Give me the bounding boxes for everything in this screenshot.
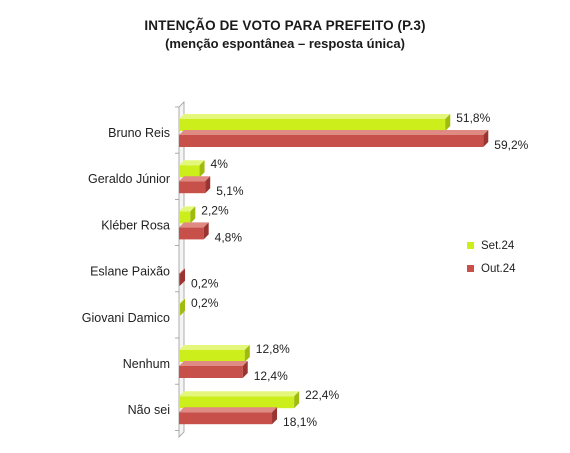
value-label-out-24-nao-sei: 18,1% bbox=[283, 415, 317, 429]
bar-set-24-kleber-rosa bbox=[179, 211, 191, 224]
bar-side-out-24-nenhum bbox=[242, 361, 248, 378]
bar-side-set-24-nao-sei bbox=[294, 391, 300, 409]
bar-top-out-24-geraldo-junior bbox=[179, 176, 211, 182]
bar-side-set-24-nenhum bbox=[244, 345, 250, 362]
legend-label-out-24: Out.24 bbox=[481, 263, 516, 275]
bar-out-24-bruno-reis bbox=[179, 135, 484, 147]
bar-set-24-bruno-reis bbox=[179, 119, 446, 131]
category-label-giovani-damico: Giovani Damico bbox=[82, 311, 170, 325]
bar-out-24-geraldo-junior bbox=[179, 181, 206, 194]
value-label-set-24-kleber-rosa: 2,2% bbox=[201, 203, 229, 217]
value-label-out-24-bruno-reis: 59,2% bbox=[494, 138, 528, 152]
bar-set-24-nao-sei bbox=[179, 396, 295, 409]
value-label-out-24-eslane-paixao: 0,2% bbox=[191, 277, 219, 291]
bar-out-24-eslane-paixao bbox=[179, 273, 181, 286]
chart-subtitle: (menção espontânea – resposta única) bbox=[165, 36, 405, 51]
value-label-out-24-geraldo-junior: 5,1% bbox=[216, 184, 244, 198]
category-label-kleber-rosa: Kléber Rosa bbox=[101, 218, 170, 232]
bar-set-24-nenhum bbox=[179, 350, 245, 362]
bar-top-out-24-nao-sei bbox=[179, 407, 278, 413]
legend-swatch-set-24 bbox=[467, 242, 474, 249]
bar-top-set-24-geraldo-junior bbox=[179, 160, 205, 166]
bar-side-set-24-bruno-reis bbox=[445, 114, 451, 131]
bar-top-set-24-nao-sei bbox=[179, 391, 300, 397]
value-label-out-24-kleber-rosa: 4,8% bbox=[215, 230, 243, 244]
bar-top-out-24-bruno-reis bbox=[179, 130, 489, 135]
bar-side-set-24-kleber-rosa bbox=[190, 206, 196, 224]
bar-side-set-24-giovani-damico bbox=[180, 298, 186, 316]
bar-side-out-24-kleber-rosa bbox=[203, 222, 209, 240]
bar-top-set-24-bruno-reis bbox=[179, 114, 451, 119]
category-label-nao-sei: Não sei bbox=[128, 403, 170, 417]
category-label-bruno-reis: Bruno Reis bbox=[108, 126, 170, 140]
bar-side-out-24-nao-sei bbox=[272, 407, 278, 425]
bars bbox=[179, 114, 489, 425]
bar-out-24-kleber-rosa bbox=[179, 227, 204, 240]
legend-swatch-out-24 bbox=[467, 265, 474, 272]
bar-set-24-giovani-damico bbox=[179, 303, 181, 316]
value-label-out-24-nenhum: 12,4% bbox=[254, 369, 288, 383]
bar-out-24-nenhum bbox=[179, 366, 243, 378]
bar-side-out-24-eslane-paixao bbox=[180, 268, 186, 286]
chart-title: INTENÇÃO DE VOTO PARA PREFEITO (P.3) bbox=[144, 18, 426, 33]
bar-top-set-24-nenhum bbox=[179, 345, 250, 350]
bar-side-set-24-geraldo-junior bbox=[199, 160, 205, 178]
bar-top-set-24-giovani-damico bbox=[179, 298, 186, 304]
bar-top-out-24-kleber-rosa bbox=[179, 222, 209, 228]
labels: Bruno Reis 51,8% 59,2% Geraldo Júnior 4% 5,1%… bbox=[82, 111, 529, 429]
category-label-nenhum: Nenhum bbox=[123, 357, 170, 371]
value-label-set-24-giovani-damico: 0,2% bbox=[191, 296, 219, 310]
bar-side-out-24-bruno-reis bbox=[483, 130, 489, 147]
value-label-set-24-geraldo-junior: 4% bbox=[211, 157, 229, 171]
bar-set-24-geraldo-junior bbox=[179, 165, 200, 178]
value-label-set-24-nenhum: 12,8% bbox=[256, 342, 290, 356]
axis bbox=[175, 101, 185, 438]
value-label-set-24-bruno-reis: 51,8% bbox=[456, 111, 490, 125]
legend-label-set-24: Set.24 bbox=[481, 240, 515, 252]
bar-top-out-24-nenhum bbox=[179, 361, 248, 366]
bar-top-set-24-kleber-rosa bbox=[179, 206, 196, 212]
legend: Set.24 Out.24 bbox=[467, 240, 516, 275]
bar-out-24-nao-sei bbox=[179, 412, 273, 425]
bar-side-out-24-geraldo-junior bbox=[205, 176, 211, 194]
category-label-eslane-paixao: Eslane Paixão bbox=[90, 265, 170, 279]
category-label-geraldo-junior: Geraldo Júnior bbox=[88, 172, 170, 186]
value-label-set-24-nao-sei: 22,4% bbox=[305, 388, 339, 402]
bar-top-out-24-eslane-paixao bbox=[179, 268, 186, 274]
